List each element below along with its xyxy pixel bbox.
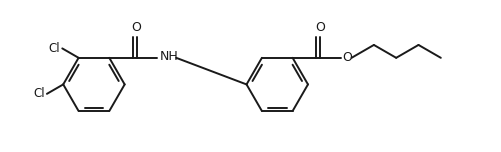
Text: Cl: Cl	[33, 87, 45, 100]
Text: NH: NH	[159, 50, 178, 63]
Text: Cl: Cl	[49, 42, 60, 55]
Text: O: O	[131, 21, 141, 34]
Text: O: O	[314, 21, 324, 34]
Text: O: O	[342, 51, 351, 64]
